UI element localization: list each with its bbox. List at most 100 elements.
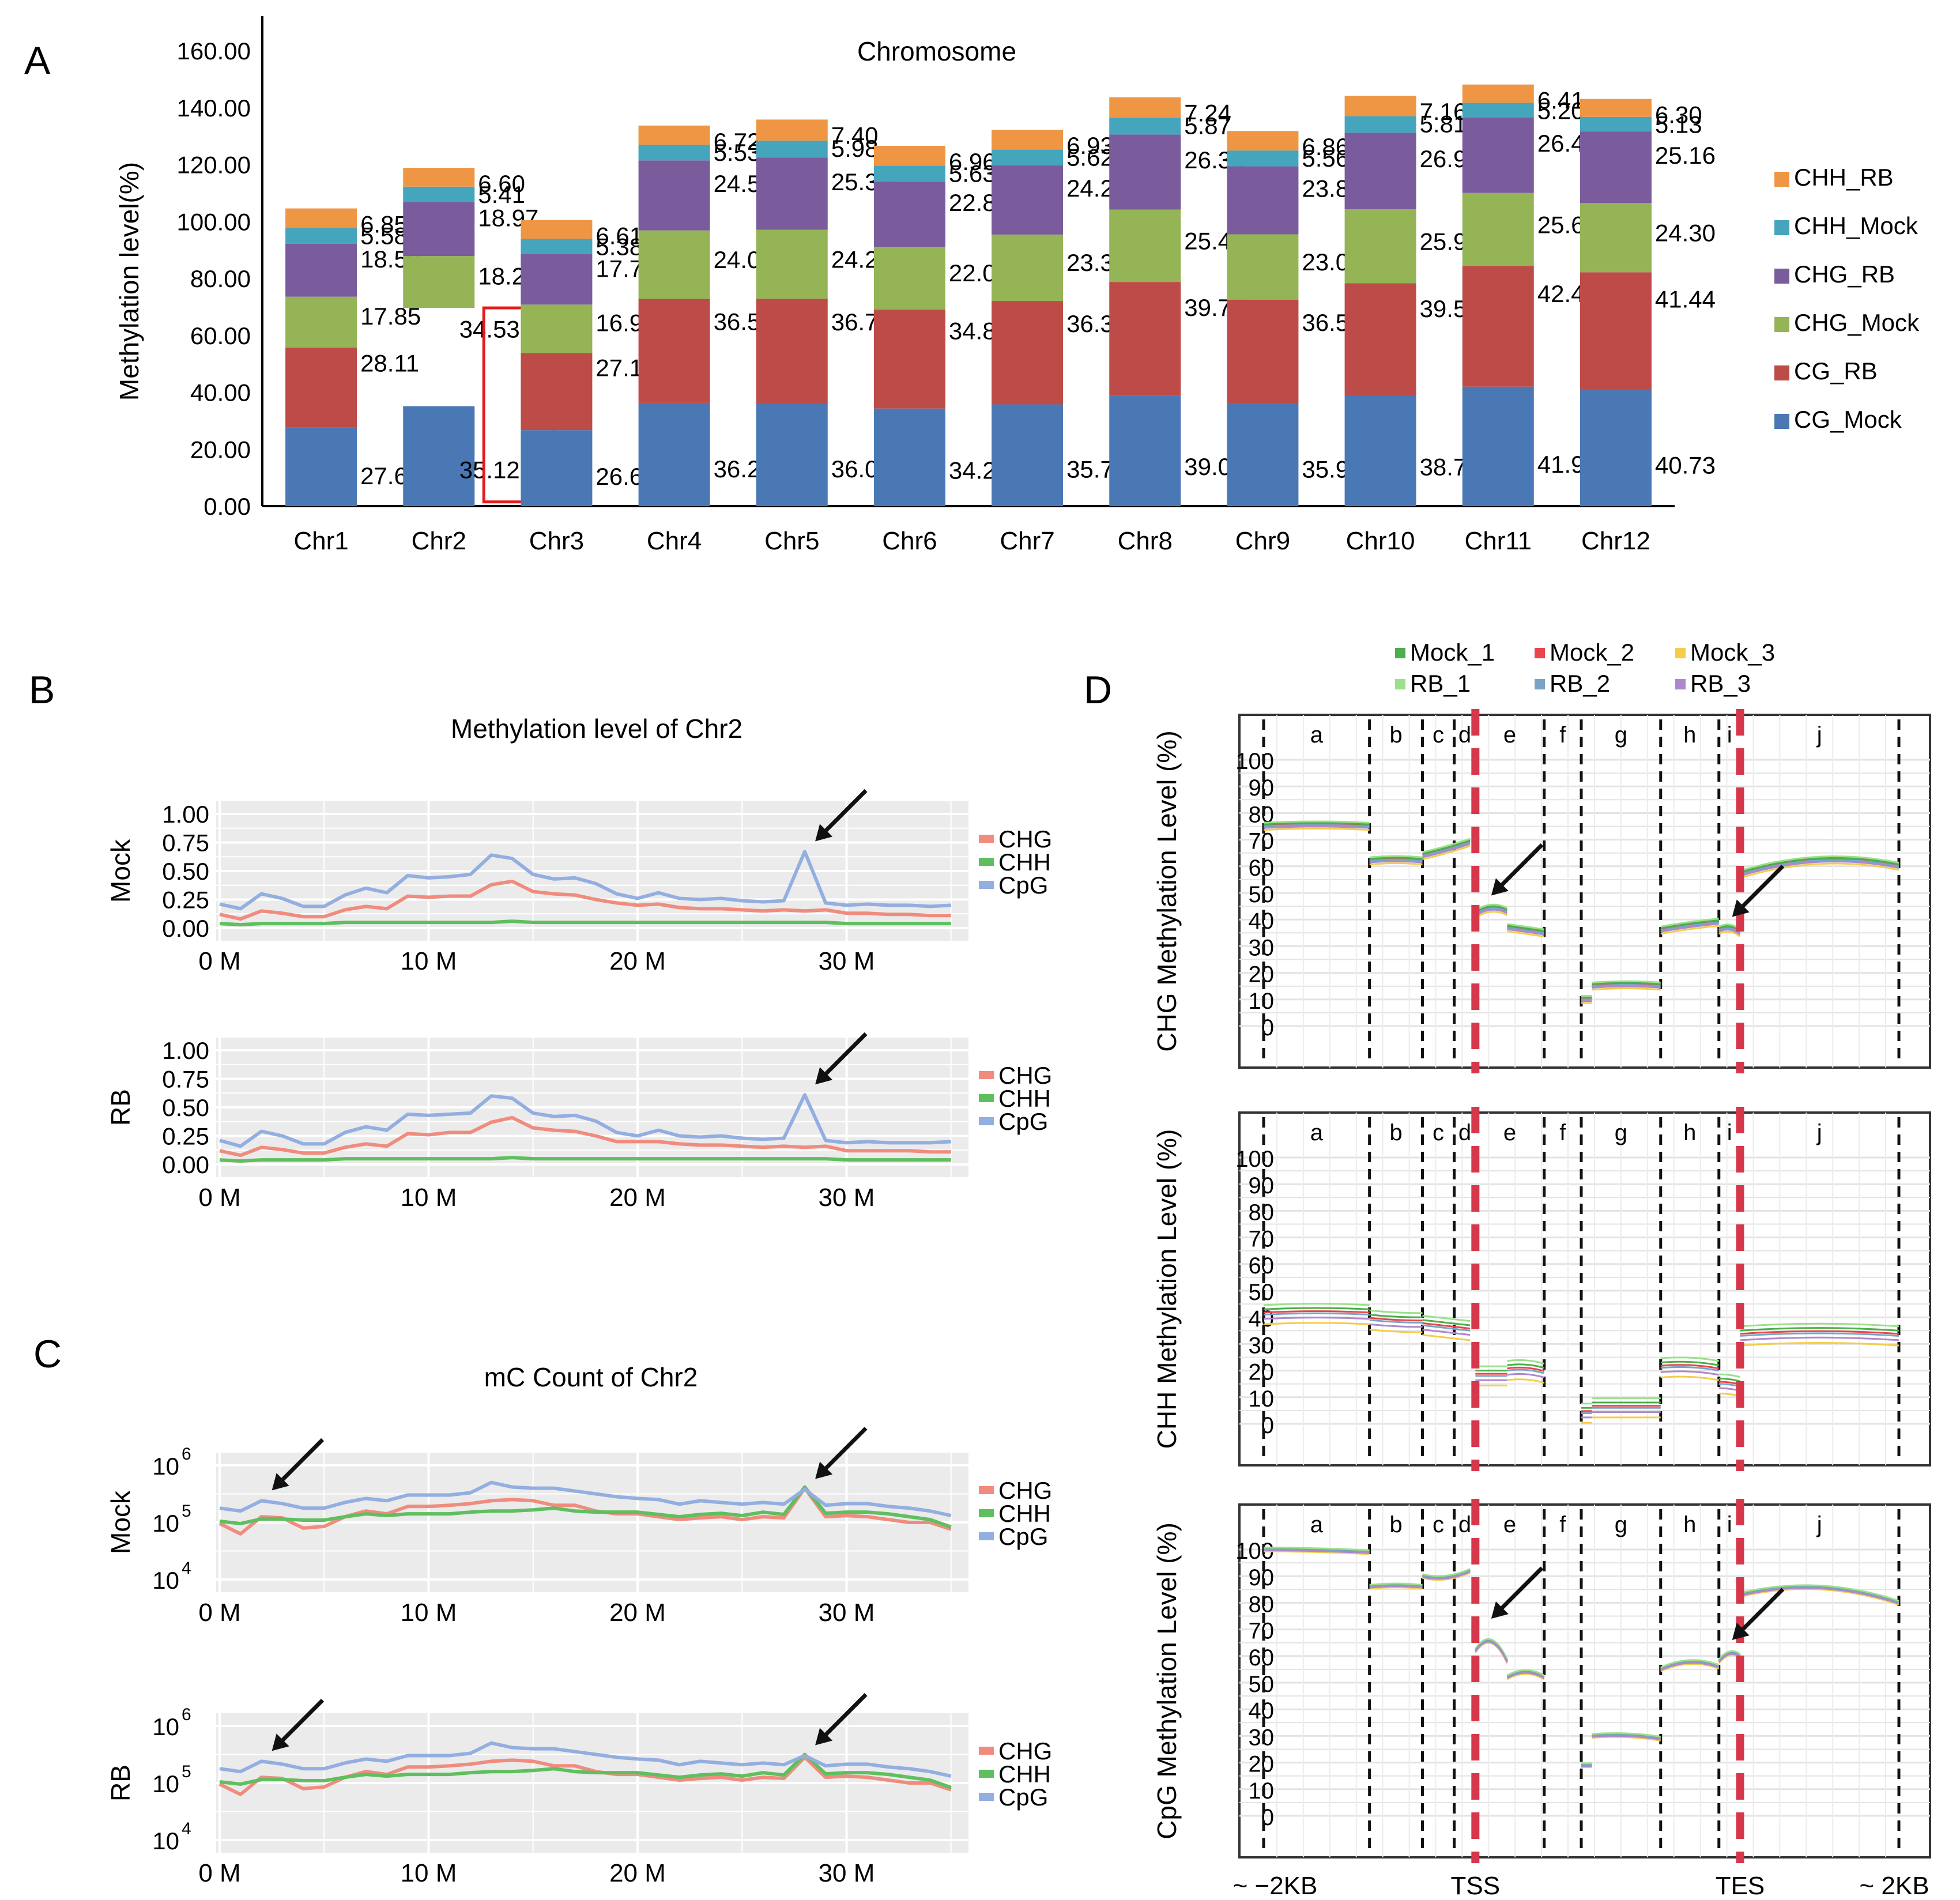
series-line-rb-1 — [1592, 980, 1661, 983]
bar-chh-mock — [873, 165, 945, 182]
y-tick-label: 1.00 — [162, 1037, 209, 1064]
region-label: f — [1559, 1120, 1566, 1145]
series-line-mock-1 — [1422, 839, 1471, 855]
bar-cg-mock — [1462, 386, 1534, 506]
x-tick-label: Chr10 — [1346, 527, 1415, 555]
series-line-rb-1 — [1740, 1584, 1899, 1602]
data-label: 5.41 — [478, 181, 525, 208]
bar-chh-rb — [403, 168, 475, 187]
x-tick-label: 0 M — [198, 1183, 240, 1212]
y-tick-label: 20 — [1249, 1752, 1275, 1777]
legend-label: CpG — [998, 872, 1048, 899]
bar-chg-mock — [756, 229, 828, 299]
series-line-chh — [219, 1752, 952, 1789]
x-tick-label: 30 M — [819, 947, 875, 975]
legend-swatch-cg-rb — [1774, 365, 1789, 380]
series-line-rb-1 — [1660, 1356, 1720, 1362]
series-line-mock-1 — [1660, 1360, 1720, 1366]
series-line-rb-1 — [1263, 1303, 1370, 1306]
y-tick-base: 10 — [152, 1510, 179, 1537]
bar-cg-rb — [638, 299, 710, 403]
bar-chh-mock — [992, 149, 1064, 166]
data-label: 6.60 — [478, 170, 525, 197]
arrow-head — [815, 1067, 833, 1085]
panel-label-d: D — [1084, 668, 1112, 712]
legend-label: CpG — [998, 1784, 1048, 1811]
series-line-mock-1 — [1660, 919, 1719, 929]
data-label: 6.93 — [1066, 132, 1114, 159]
legend-swatch-chg-mock — [1774, 317, 1789, 332]
y-tick-label: 90 — [1249, 775, 1275, 801]
legend-label: RB_1 — [1410, 670, 1471, 697]
series-line-rb-3 — [1263, 1549, 1370, 1554]
y-tick-label: 30 — [1249, 1725, 1275, 1750]
series-line-rb-1 — [1475, 1638, 1508, 1660]
y-tick-label: 20.00 — [190, 436, 251, 463]
x-tick-label: 0 M — [198, 1859, 240, 1887]
legend-label: CpG — [998, 1108, 1048, 1135]
bar-cg-rb — [521, 353, 593, 431]
x-tick-label: ~ 2KB — [1859, 1872, 1929, 1900]
y-tick-label: 30 — [1249, 935, 1275, 960]
legend-swatch-chh — [979, 858, 994, 866]
x-tick-label: 10 M — [401, 1183, 457, 1212]
y-tick-label: 40 — [1249, 1698, 1275, 1724]
legend-label: Mock_3 — [1690, 639, 1775, 666]
x-tick-label: Chr8 — [1118, 527, 1173, 555]
x-tick-label: 10 M — [401, 947, 457, 975]
x-tick-label: 0 M — [198, 1599, 240, 1627]
series-line-rb-3 — [1718, 929, 1741, 936]
bar-cg-mock — [873, 408, 945, 506]
region-label: a — [1310, 1512, 1324, 1537]
series-line-mock-2 — [1263, 1310, 1370, 1314]
y-tick-label: 10 — [1249, 1386, 1275, 1412]
legend-swatch-cpg — [979, 1793, 994, 1801]
series-line-rb-1 — [1422, 1314, 1471, 1322]
bar-chg-rb — [1344, 133, 1416, 210]
bar-cg-mock — [1344, 395, 1416, 506]
series-line-rb-2 — [1660, 1366, 1720, 1372]
series-line-rb-3 — [1660, 923, 1719, 933]
series-line-mock-1 — [1507, 925, 1544, 932]
y-tick-label: 50 — [1249, 1280, 1275, 1305]
bar-chg-rb — [992, 165, 1064, 235]
bar-chg-rb — [873, 182, 945, 247]
series-line-rb-1 — [1507, 923, 1544, 930]
series-line-cpg — [219, 850, 951, 911]
bar-chg-mock — [285, 296, 357, 348]
y-tick-exponent: 6 — [182, 1705, 191, 1724]
data-label: 6.61 — [595, 223, 643, 250]
y-axis-label: CHG Methylation Level (%) — [1152, 730, 1182, 1051]
bar-chh-mock — [521, 239, 593, 254]
data-label: 5.98 — [831, 135, 879, 162]
x-tick-label: Chr5 — [764, 527, 819, 555]
arrow-shaft — [819, 1427, 868, 1475]
series-line-mock-1 — [1475, 905, 1508, 913]
series-line-rb-1 — [1263, 1547, 1370, 1551]
legend-label: Mock_2 — [1550, 639, 1634, 666]
arrow-shaft — [819, 789, 868, 837]
region-label: g — [1615, 1120, 1627, 1145]
legend-label: CHH — [998, 1085, 1051, 1112]
legend-swatch-rb-1 — [1395, 679, 1405, 689]
region-label: j — [1816, 722, 1822, 748]
series-line-mock-1 — [1263, 1307, 1370, 1310]
arrow-shaft — [1736, 864, 1785, 913]
region-label: i — [1727, 722, 1732, 748]
arrow-shaft — [276, 1438, 325, 1486]
x-tick-label: Chr2 — [412, 527, 466, 555]
y-tick-label: 90 — [1249, 1173, 1275, 1198]
series-line-mock-1 — [1718, 1377, 1740, 1382]
bar-chh-mock — [1227, 150, 1299, 167]
series-line-chh — [219, 1156, 951, 1163]
legend-label: CHG — [998, 825, 1052, 853]
series-line-rb-2 — [1263, 1312, 1370, 1316]
arrow-head — [1732, 1622, 1750, 1640]
legend-swatch-chg — [979, 1747, 994, 1755]
bar-chg-rb — [1109, 134, 1181, 210]
panel-b-methylation-line-chart: Methylation level of Chr20.000.250.500.7… — [105, 714, 1052, 1212]
bar-chg-mock — [1227, 234, 1299, 300]
series-line-chg — [219, 1115, 951, 1158]
series-line-rb-3 — [1422, 843, 1471, 858]
y-tick-label: 40 — [1249, 908, 1275, 934]
